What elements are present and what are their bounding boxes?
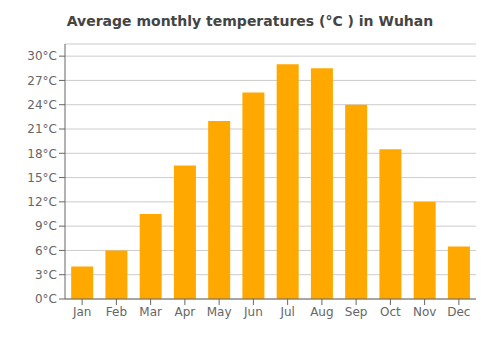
svg-text:Jun: Jun: [243, 305, 263, 319]
svg-text:21°C: 21°C: [27, 122, 57, 136]
svg-text:27°C: 27°C: [27, 74, 57, 88]
svg-text:12°C: 12°C: [27, 195, 57, 209]
svg-text:0°C: 0°C: [35, 292, 57, 306]
svg-text:Nov: Nov: [413, 305, 436, 319]
svg-text:Oct: Oct: [380, 305, 401, 319]
svg-text:Sep: Sep: [345, 305, 368, 319]
svg-text:24°C: 24°C: [27, 98, 57, 112]
svg-text:Jan: Jan: [72, 305, 92, 319]
svg-text:18°C: 18°C: [27, 147, 57, 161]
html-text:Average monthly temperatures (: Average monthly temperatures (°C ) in Wu…: [66, 13, 434, 29]
svg-text:Mar: Mar: [139, 305, 162, 319]
svg-text:15°C: 15°C: [27, 171, 57, 185]
svg-text:30°C: 30°C: [27, 49, 57, 63]
svg-text:Dec: Dec: [447, 305, 470, 319]
svg-text:6°C: 6°C: [35, 244, 57, 258]
svg-text:9°C: 9°C: [35, 219, 57, 233]
svg-text:Feb: Feb: [106, 305, 127, 319]
svg-text:Apr: Apr: [174, 305, 195, 319]
svg-text:Aug: Aug: [310, 305, 333, 319]
svg-text:May: May: [207, 305, 232, 319]
svg-text:3°C: 3°C: [35, 268, 57, 282]
svg-text:Jul: Jul: [279, 305, 294, 319]
